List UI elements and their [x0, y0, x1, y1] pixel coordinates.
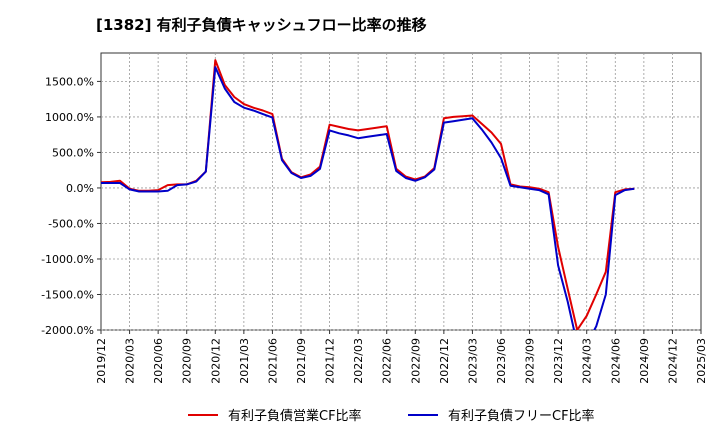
y-tick-label: 1500.0% [45, 75, 94, 88]
x-tick-label: 2020/09 [181, 338, 194, 384]
y-tick-label: -1000.0% [41, 253, 94, 266]
x-tick-label: 2024/06 [609, 338, 622, 384]
series-line-free-cf [101, 66, 635, 330]
y-tick-label: -2000.0% [41, 324, 94, 337]
legend: 有利子負債営業CF比率 有利子負債フリーCF比率 [188, 408, 595, 424]
y-tick-label: -500.0% [48, 217, 94, 230]
x-tick-label: 2019/12 [95, 338, 108, 384]
legend-label-free-cf: 有利子負債フリーCF比率 [448, 408, 595, 424]
x-tick-label: 2022/03 [352, 338, 365, 384]
series-lines [101, 59, 635, 330]
x-tick-label: 2021/12 [324, 338, 337, 384]
x-tick-label: 2022/06 [381, 338, 394, 384]
x-tick-label: 2023/09 [524, 338, 537, 384]
x-tick-label: 2020/06 [152, 338, 165, 384]
x-tick-label: 2021/06 [266, 338, 279, 384]
x-tick-label: 2021/09 [295, 338, 308, 384]
x-tick-label: 2024/09 [638, 338, 651, 384]
x-tick-label: 2025/03 [695, 338, 708, 384]
x-tick-label: 2022/12 [438, 338, 451, 384]
y-tick-label: 0.0% [66, 182, 94, 195]
x-axis: 2019/12 2020/03 2020/06 2020/09 2020/12 2021/… [95, 330, 708, 384]
x-tick-label: 2020/12 [209, 338, 222, 384]
y-tick-label: -1500.0% [41, 288, 94, 301]
y-tick-label: 500.0% [52, 146, 94, 159]
x-tick-label: 2020/03 [124, 338, 137, 384]
x-tick-label: 2021/03 [238, 338, 251, 384]
x-tick-label: 2023/06 [495, 338, 508, 384]
x-tick-label: 2024/03 [581, 338, 594, 384]
x-tick-label: 2023/12 [552, 338, 565, 384]
chart-title: [1382] 有利子負債キャッシュフロー比率の推移 [96, 16, 427, 34]
y-axis: -2000.0% -1500.0% -1000.0% -500.0% 0.0% 500.0… [41, 75, 101, 337]
x-tick-label: 2024/12 [666, 338, 679, 384]
legend-label-operating-cf: 有利子負債営業CF比率 [228, 408, 362, 424]
x-tick-label: 2022/09 [409, 338, 422, 384]
y-tick-label: 1000.0% [45, 111, 94, 124]
x-tick-label: 2023/03 [466, 338, 479, 384]
plot-frame [100, 52, 702, 331]
grid-lines [101, 53, 701, 331]
